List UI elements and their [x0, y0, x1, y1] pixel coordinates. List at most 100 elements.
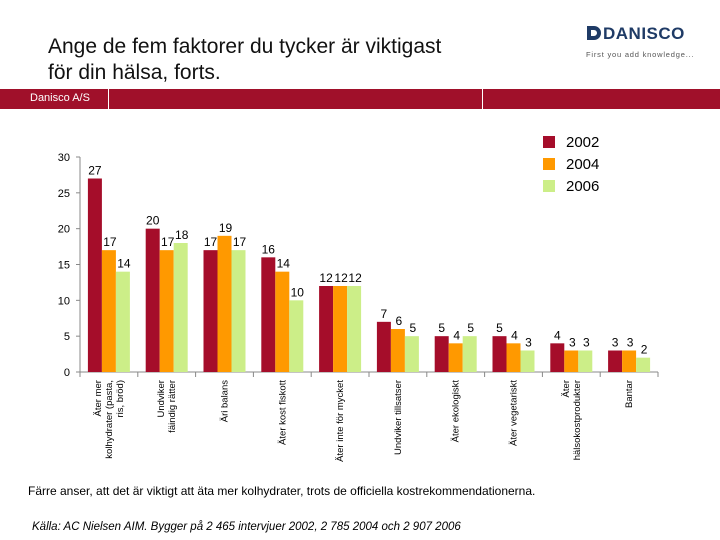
- data-label-2006-4: 12: [348, 271, 362, 285]
- legend-label-2004: 2004: [566, 156, 599, 173]
- bar-2002-2: [203, 250, 218, 372]
- data-label-2006-7: 3: [525, 336, 532, 350]
- bar-2006-7: [520, 350, 535, 372]
- bar-2004-8: [564, 350, 579, 372]
- data-label-2002-5: 7: [381, 307, 388, 321]
- data-label-2006-8: 3: [583, 336, 590, 350]
- data-label-2004-5: 6: [396, 314, 403, 328]
- data-label-2004-8: 3: [569, 336, 576, 350]
- bar-2004-0: [101, 250, 116, 372]
- x-category-label: Äter kost fiskott: [277, 380, 288, 445]
- band-label: Danisco A/S: [30, 92, 90, 104]
- legend-swatch-2002: [543, 136, 555, 148]
- bar-2006-9: [636, 357, 651, 372]
- data-label-2002-3: 16: [262, 242, 276, 256]
- x-category-label: hälsokostprodukter: [572, 380, 583, 460]
- source-note: Källa: AC Nielsen AIM. Bygger på 2 465 i…: [32, 521, 461, 533]
- x-category-label: Äter ekologiskt: [451, 380, 462, 443]
- y-tick-label: 10: [58, 295, 70, 307]
- data-label-2006-6: 5: [467, 321, 474, 335]
- header-band: [0, 89, 720, 109]
- data-label-2004-7: 4: [511, 328, 518, 342]
- bar-2004-4: [333, 286, 348, 372]
- bar-2006-8: [578, 350, 593, 372]
- data-label-2006-3: 10: [291, 285, 305, 299]
- data-label-2004-6: 4: [453, 328, 460, 342]
- data-label-2004-3: 14: [277, 257, 291, 271]
- bar-2006-3: [289, 300, 304, 372]
- bar-2004-1: [159, 250, 174, 372]
- x-category-label: ris, bröd): [115, 380, 126, 417]
- logo-wordmark: DANISCO: [586, 24, 696, 44]
- band-divider-1: [108, 89, 109, 109]
- legend-swatch-2006: [543, 180, 555, 192]
- y-tick-label: 25: [58, 188, 70, 200]
- data-label-2004-4: 12: [334, 271, 348, 285]
- x-category-label: kolhydrater (pasta,: [104, 380, 115, 459]
- bar-2006-0: [115, 271, 130, 372]
- bar-2002-5: [376, 321, 391, 372]
- x-category-label: Äter mer: [93, 380, 104, 416]
- data-label-2002-0: 27: [88, 164, 102, 178]
- bar-2002-4: [319, 286, 334, 372]
- data-label-2002-7: 5: [496, 321, 503, 335]
- x-category-label: Äri balans: [220, 380, 231, 422]
- bar-2006-1: [173, 243, 188, 372]
- bar-2002-1: [145, 228, 160, 372]
- data-label-2002-2: 17: [204, 235, 218, 249]
- legend-label-2002: 2002: [566, 134, 599, 151]
- data-label-2006-0: 14: [117, 257, 131, 271]
- bar-2006-2: [231, 250, 246, 372]
- data-label-2004-0: 17: [103, 235, 117, 249]
- legend-swatch-2004: [543, 158, 555, 170]
- data-label-2006-5: 5: [410, 321, 417, 335]
- y-tick-label: 20: [58, 224, 70, 236]
- data-label-2004-9: 3: [627, 336, 634, 350]
- bar-2002-8: [550, 343, 565, 372]
- data-label-2006-9: 2: [641, 343, 648, 357]
- y-tick-label: 0: [64, 367, 70, 379]
- bar-2002-9: [608, 350, 623, 372]
- logo-word-text: DANISCO: [603, 24, 685, 43]
- bar-2004-5: [390, 329, 405, 372]
- title-line-1: Ange de fem faktorer du tycker är viktig…: [48, 35, 442, 58]
- x-category-label: Äter inte för mycket: [335, 380, 346, 462]
- bar-2002-0: [87, 178, 102, 372]
- data-label-2002-4: 12: [319, 271, 333, 285]
- y-tick-label: 5: [64, 331, 70, 343]
- data-label-2002-8: 4: [554, 328, 561, 342]
- band-divider-2: [482, 89, 483, 109]
- data-label-2006-1: 18: [175, 228, 189, 242]
- bar-2002-6: [434, 336, 449, 372]
- bar-2004-2: [217, 235, 232, 372]
- y-tick-label: 30: [58, 152, 70, 164]
- danisco-logo: DANISCO First you add knowledge...: [586, 24, 696, 59]
- bar-2006-6: [462, 336, 477, 372]
- data-label-2002-1: 20: [146, 214, 160, 228]
- x-category-label: Äter vegetariskt: [509, 380, 520, 446]
- bar-2004-3: [275, 271, 290, 372]
- bar-2004-6: [448, 343, 463, 372]
- data-label-2004-2: 19: [219, 221, 233, 235]
- x-category-label: Undviker: [156, 380, 167, 418]
- data-label-2006-2: 17: [233, 235, 247, 249]
- logo-tagline: First you add knowledge...: [586, 50, 695, 59]
- x-category-label: Äter: [561, 380, 572, 397]
- data-label-2002-9: 3: [612, 336, 619, 350]
- page-title: Ange de fem faktorer du tycker är viktig…: [48, 34, 568, 86]
- data-label-2004-1: 17: [161, 235, 175, 249]
- x-category-label: Undviker tillsatser: [393, 380, 404, 455]
- bar-2004-9: [622, 350, 637, 372]
- bar-2002-3: [261, 257, 276, 372]
- title-line-2: för din hälsa, forts.: [48, 61, 221, 84]
- logo-mark-icon: [587, 26, 601, 40]
- x-category-label: fäindig rätter: [167, 380, 178, 433]
- y-tick-label: 15: [58, 260, 70, 272]
- x-category-label: Bantar: [624, 380, 635, 408]
- bar-2004-7: [506, 343, 521, 372]
- bar-2006-5: [404, 336, 419, 372]
- bar-2006-4: [347, 286, 362, 372]
- chart-caption: Färre anser, att det är viktigt att äta …: [28, 484, 536, 498]
- bar-2002-7: [492, 336, 507, 372]
